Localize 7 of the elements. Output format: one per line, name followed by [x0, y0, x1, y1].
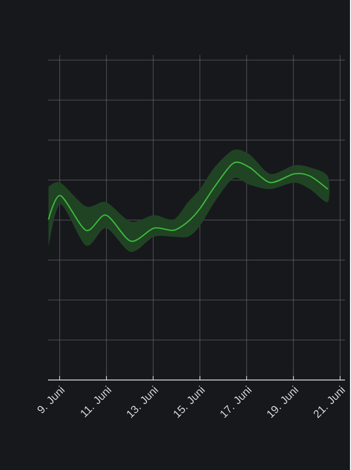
x-tick-label: 19. Juni [268, 386, 299, 418]
x-tick-label: 11. Juni [81, 386, 112, 418]
x-tick-label: 9. Juni [38, 386, 66, 414]
x-tick-label: 15. Juni [174, 386, 206, 418]
x-tick-label: 17. Juni [220, 386, 252, 418]
x-tick-label: 21. Juni [314, 386, 346, 418]
x-tick-label: 13. Juni [127, 386, 158, 418]
